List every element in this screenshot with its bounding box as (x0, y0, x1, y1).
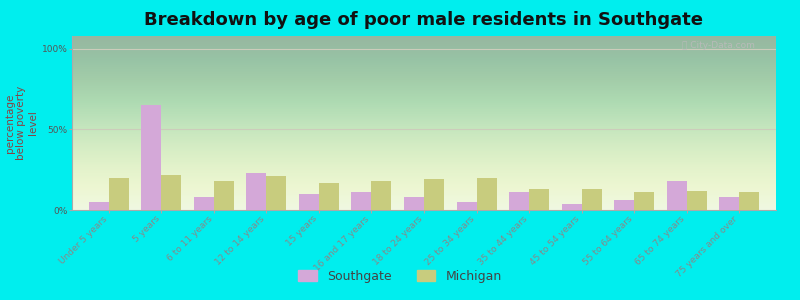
Bar (319, 183, 339, 210)
Bar (142, 105, 162, 210)
Title: Breakdown by age of poor male residents in Southgate: Breakdown by age of poor male residents … (145, 11, 703, 29)
Bar (739, 192, 759, 210)
Bar (266, 176, 286, 210)
Legend: Southgate, Michigan: Southgate, Michigan (294, 265, 506, 288)
Bar (424, 179, 444, 210)
Bar (371, 181, 391, 210)
Bar (404, 197, 424, 210)
Bar (634, 192, 654, 210)
Bar (214, 181, 234, 210)
Y-axis label: percentage
below poverty
level: percentage below poverty level (5, 86, 38, 160)
Bar (529, 189, 549, 210)
Bar (162, 175, 182, 210)
Bar (246, 173, 266, 210)
Bar (89, 202, 109, 210)
Bar (351, 192, 371, 210)
Bar (666, 181, 686, 210)
Bar (299, 194, 319, 210)
Bar (582, 189, 602, 210)
Bar (562, 204, 582, 210)
Bar (509, 192, 529, 210)
Bar (614, 200, 634, 210)
Text: ⓘ City-Data.com: ⓘ City-Data.com (682, 41, 755, 50)
Bar (194, 197, 214, 210)
Bar (719, 197, 739, 210)
Bar (477, 178, 497, 210)
Bar (109, 178, 129, 210)
Bar (686, 191, 706, 210)
Bar (457, 202, 477, 210)
